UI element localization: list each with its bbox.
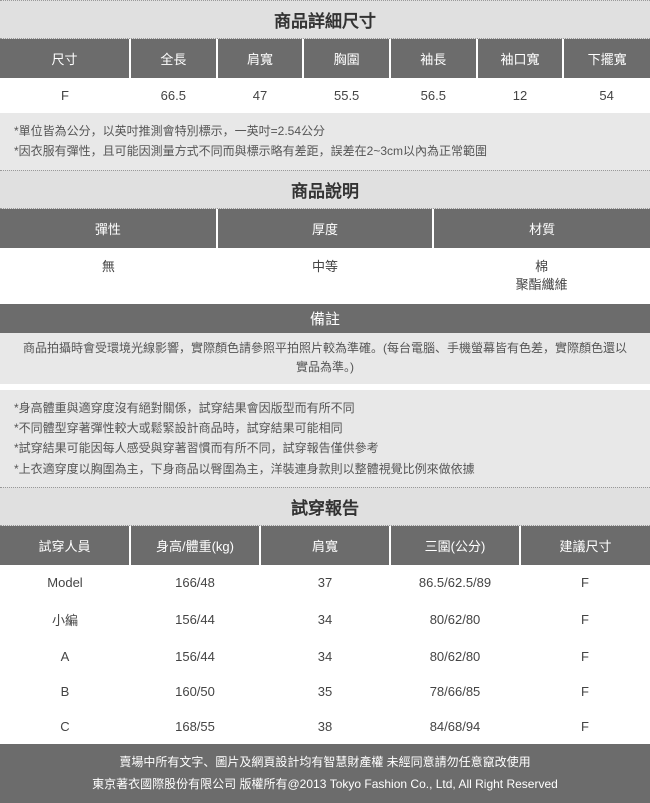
fit-cell: 34 [260,600,390,639]
size-header: 胸圍 [303,39,390,78]
fit-header: 試穿人員 [0,526,130,565]
size-header: 袖口寬 [477,39,564,78]
fit-header: 三圍(公分) [390,526,520,565]
footer-line: 東京著衣國際股份有限公司 版權所有@2013 Tokyo Fashion Co.… [10,774,640,796]
desc-cell: 無 [0,248,217,304]
size-header: 袖長 [390,39,477,78]
note-line: *因衣服有彈性，且可能因測量方式不同而與標示略有差距，誤差在2~3cm以內為正常… [14,141,636,161]
table-row: 小編 156/44 34 80/62/80 F [0,600,650,639]
fit-cell: 78/66/85 [390,674,520,709]
fit-cell: 156/44 [130,639,260,674]
fit-cell: F [520,709,650,744]
size-cell: 66.5 [130,78,217,113]
fit-cell: B [0,674,130,709]
size-cell: 54 [563,78,650,113]
fit-cell: 37 [260,565,390,600]
fit-cell: 34 [260,639,390,674]
fit-cell: 80/62/80 [390,639,520,674]
desc-cell: 中等 [217,248,434,304]
desc-header: 彈性 [0,209,217,248]
size-header: 尺寸 [0,39,130,78]
fit-notes: *身高體重與適穿度沒有絕對關係，試穿結果會因版型而有所不同 *不同體型穿著彈性較… [0,390,650,488]
size-cell: F [0,78,130,113]
size-data-row: F 66.5 47 55.5 56.5 12 54 [0,78,650,113]
note-line: *單位皆為公分，以英吋推測會特別標示，一英吋=2.54公分 [14,121,636,141]
fit-header: 肩寬 [260,526,390,565]
fit-cell: C [0,709,130,744]
table-row: A 156/44 34 80/62/80 F [0,639,650,674]
fit-cell: 80/62/80 [390,600,520,639]
footer: 賣場中所有文字、圖片及網頁設計均有智慧財產權 未經同意請勿任意竄改使用 東京著衣… [0,744,650,803]
table-row: C 168/55 38 84/68/94 F [0,709,650,744]
fit-cell: 38 [260,709,390,744]
fit-cell: 166/48 [130,565,260,600]
fit-cell: 168/55 [130,709,260,744]
size-cell: 55.5 [303,78,390,113]
desc-header-row: 彈性 厚度 材質 [0,209,650,248]
size-notes: *單位皆為公分，以英吋推測會特別標示，一英吋=2.54公分 *因衣服有彈性，且可… [0,113,650,170]
fit-cell: F [520,639,650,674]
desc-section-title: 商品說明 [0,170,650,209]
size-cell: 12 [477,78,564,113]
desc-data-row: 無 中等 棉 聚酯纖維 [0,248,650,304]
desc-table: 彈性 厚度 材質 無 中等 棉 聚酯纖維 [0,209,650,304]
fit-header-row: 試穿人員 身高/體重(kg) 肩寬 三圍(公分) 建議尺寸 [0,526,650,565]
note-line: *上衣適穿度以胸圍為主，下身商品以臀圍為主，洋裝連身款則以整體視覺比例來做依據 [14,459,636,479]
fit-cell: Model [0,565,130,600]
fit-cell: 35 [260,674,390,709]
table-row: Model 166/48 37 86.5/62.5/89 F [0,565,650,600]
fit-cell: 156/44 [130,600,260,639]
fit-cell: F [520,600,650,639]
fit-cell: 84/68/94 [390,709,520,744]
fit-table: 試穿人員 身高/體重(kg) 肩寬 三圍(公分) 建議尺寸 Model 166/… [0,526,650,744]
note-line: *身高體重與適穿度沒有絕對關係，試穿結果會因版型而有所不同 [14,398,636,418]
fit-cell: F [520,674,650,709]
table-row: B 160/50 35 78/66/85 F [0,674,650,709]
size-header-row: 尺寸 全長 肩寬 胸圍 袖長 袖口寬 下擺寬 [0,39,650,78]
fit-section-title: 試穿報告 [0,487,650,526]
size-header: 下擺寬 [563,39,650,78]
size-cell: 47 [217,78,304,113]
remark-title: 備註 [0,304,650,333]
fit-header: 建議尺寸 [520,526,650,565]
size-table: 尺寸 全長 肩寬 胸圍 袖長 袖口寬 下擺寬 F 66.5 47 55.5 56… [0,39,650,113]
size-header: 肩寬 [217,39,304,78]
fit-cell: A [0,639,130,674]
footer-line: 賣場中所有文字、圖片及網頁設計均有智慧財產權 未經同意請勿任意竄改使用 [10,752,640,774]
note-line: *試穿結果可能因每人感受與穿著習慣而有所不同，試穿報告僅供參考 [14,438,636,458]
fit-cell: 160/50 [130,674,260,709]
remark-body: 商品拍攝時會受環境光線影響，實際顏色請參照平拍照片較為準確。(每台電腦、手機螢幕… [0,333,650,383]
fit-cell: F [520,565,650,600]
size-section-title: 商品詳細尺寸 [0,0,650,39]
fit-cell: 86.5/62.5/89 [390,565,520,600]
size-header: 全長 [130,39,217,78]
desc-header: 材質 [433,209,650,248]
desc-header: 厚度 [217,209,434,248]
note-line: *不同體型穿著彈性較大或鬆緊設計商品時，試穿結果可能相同 [14,418,636,438]
fit-header: 身高/體重(kg) [130,526,260,565]
size-cell: 56.5 [390,78,477,113]
fit-cell: 小編 [0,600,130,639]
desc-cell: 棉 聚酯纖維 [433,248,650,304]
